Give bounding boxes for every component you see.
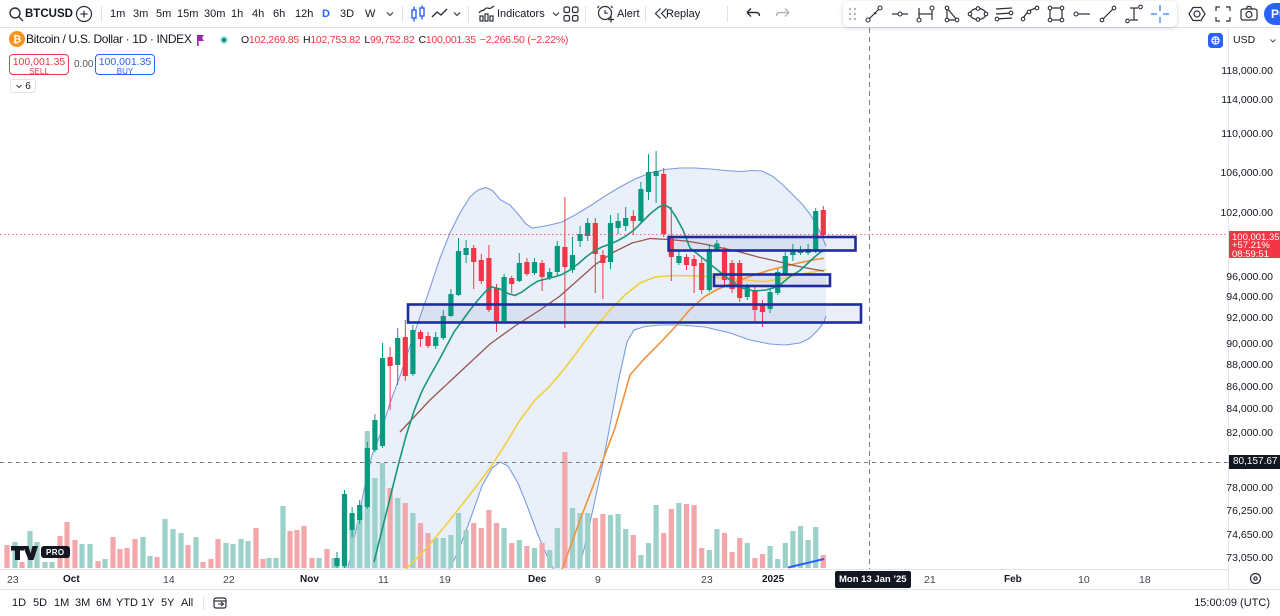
svg-text:₿: ₿ xyxy=(13,34,22,46)
